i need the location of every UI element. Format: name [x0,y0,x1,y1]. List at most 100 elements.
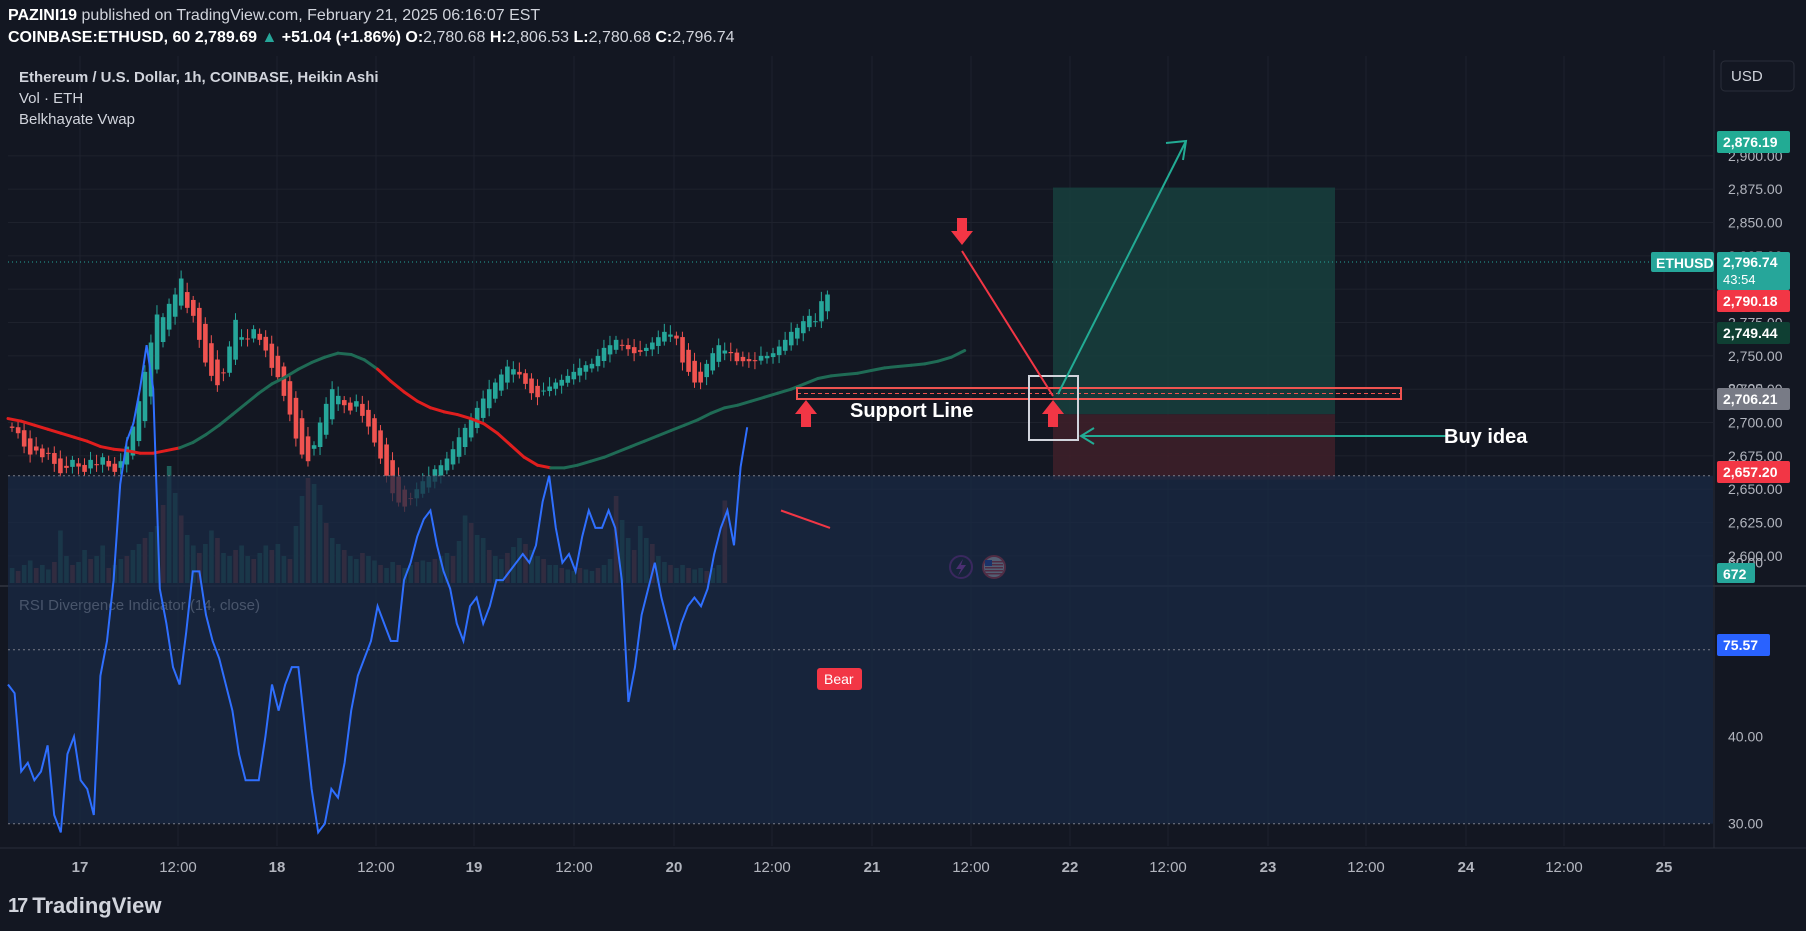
stop-price-tag [1717,461,1790,483]
vwap-segment [642,434,660,443]
rsi-value-tag [1717,634,1770,656]
price-tag-2-label: 2,790.18 [1723,293,1778,309]
vwap-segment [455,413,473,421]
time-tick-label: 23 [1260,859,1277,876]
vwap-segment [522,455,539,467]
close-label: C: [655,29,673,46]
price-tick-label: 2,850.00 [1728,215,1783,231]
candle-body [160,317,166,343]
candle-body [770,353,776,358]
candle-body [94,464,99,466]
vwap-segment [602,450,620,459]
time-tick-label: 12:00 [357,859,395,876]
change-arrow-icon: ▲ [261,29,278,46]
candle-body [58,458,63,474]
time-tick-label: 19 [466,859,483,876]
candle-body [480,398,486,418]
candle-body [728,352,734,354]
time-tick-label: 12:00 [952,859,990,876]
bar-countdown: 43:54 [1723,272,1756,287]
candle-body [468,418,474,438]
vwap-segment [509,443,526,459]
candle-body [499,374,504,391]
time-tick-label: 21 [864,859,881,876]
candle-body [233,319,238,360]
price-tag-2 [1717,290,1790,312]
candle-body [541,390,546,392]
open-value: 2,780.68 [423,29,486,46]
vwap-segment [909,362,927,367]
candle-body [505,366,510,383]
author-name[interactable]: PAZINI19 [8,7,78,24]
candle-body [197,307,202,340]
candle-body [686,349,691,372]
time-tick-label: 24 [1458,859,1475,876]
candle-body [112,463,118,472]
tradingview-logo-icon: 17 [8,894,28,917]
candle-body [251,329,256,339]
vwap-segment [482,422,499,435]
tradingview-logo[interactable]: 17 TradingView [8,893,161,919]
vwap-segment [722,403,740,410]
target-arrow-line [1057,140,1187,395]
vwap-segment [415,399,433,410]
candle-body [191,299,196,316]
time-tick-label: 17 [72,859,89,876]
candle-body [734,352,740,362]
target-price-tag [1717,131,1790,153]
vwap-segment [923,359,940,366]
vwap-segment [762,391,780,399]
candle-body [819,301,824,322]
time-tick-label: 12:00 [1347,859,1385,876]
candle-body [227,346,232,373]
candle-body [372,418,377,443]
candle-body [607,345,613,355]
candle-body [142,371,148,422]
rsi-value-tag-label: 75.57 [1723,637,1758,653]
candle-body [15,427,21,434]
target-arrow-head-icon [1165,139,1188,161]
top-down-arrow-icon [951,218,973,245]
time-tick-label: 20 [666,859,683,876]
time-tick-label: 12:00 [555,859,593,876]
vwap-segment [616,445,633,454]
candle-body [650,342,655,350]
time-tick-label: 12:00 [1149,859,1187,876]
vwap-segment [629,439,646,449]
projected-drop-line [961,250,1054,397]
vwap-segment [669,423,686,433]
price-tick-label: 2,600.00 [1728,548,1783,564]
candle-body [124,446,130,465]
vwap-segment [217,413,234,427]
vwap-segment [336,351,353,357]
vwap-segment [178,441,195,450]
candle-body [348,402,353,411]
ohlc-header: COINBASE:ETHUSD, 60 2,789.69 ▲ +51.04 (+… [8,29,735,47]
candle-body [342,400,347,406]
candle-body [40,448,45,458]
candle-body [644,347,649,352]
vwap-price-tag-label: 2,749.44 [1723,325,1778,341]
candle-body [656,337,661,346]
high-label: H: [489,29,507,46]
candle-body [263,336,269,351]
candle-body [565,375,571,383]
candle-body [257,333,263,340]
symbol-label: COINBASE:ETHUSD, 60 [8,29,191,46]
candle-body [486,389,492,409]
candle-body [619,344,625,346]
candle-body [130,426,136,456]
price-tick-label: 2,875.00 [1728,181,1783,197]
candle-body [674,335,679,339]
candle-body [456,437,462,457]
legend-volume: Vol · ETH [19,90,83,107]
stop-zone [1053,414,1335,480]
vwap-segment [402,390,419,403]
candle-body [52,453,57,464]
candle-body [76,463,81,467]
candle-body [535,385,540,398]
entry-price-tag-label: 2,706.21 [1723,391,1778,407]
candle-body [668,334,673,337]
candle-body [378,430,383,459]
